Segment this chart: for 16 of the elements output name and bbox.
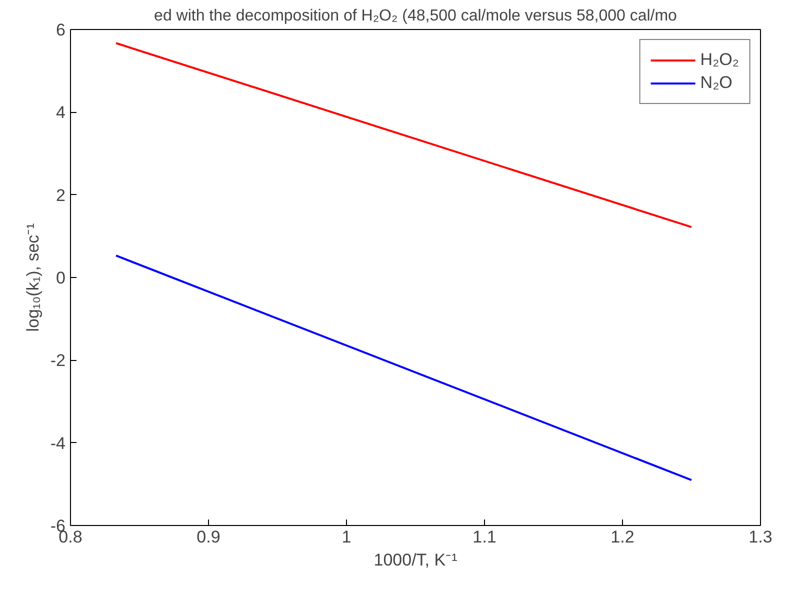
x-tick-label: 1 (342, 528, 352, 546)
x-axis-title: 1000/T, K⁻¹ (374, 550, 458, 570)
y-tick-label: 0 (56, 268, 66, 288)
legend-label: N₂O (700, 73, 732, 93)
y-axis-title: log₁₀(k₁), sec⁻¹ (23, 222, 42, 332)
y-tick-label: 4 (56, 103, 66, 122)
x-tick-label: 1.2 (610, 528, 634, 546)
y-tick-label: -2 (50, 351, 66, 370)
x-tick-label: 1.3 (748, 528, 772, 546)
x-tick-label: 1.1 (472, 528, 496, 546)
y-tick-label: 2 (56, 186, 66, 205)
legend-label: H₂O₂ (700, 50, 739, 70)
x-tick-label: 0.9 (196, 528, 220, 546)
y-tick-label: -4 (50, 434, 66, 453)
y-tick-label: 6 (56, 20, 66, 40)
text: ed with the decomposition of H₂O₂ (48,500 cal/mole versus 58,000 cal/mo (154, 8, 678, 24)
